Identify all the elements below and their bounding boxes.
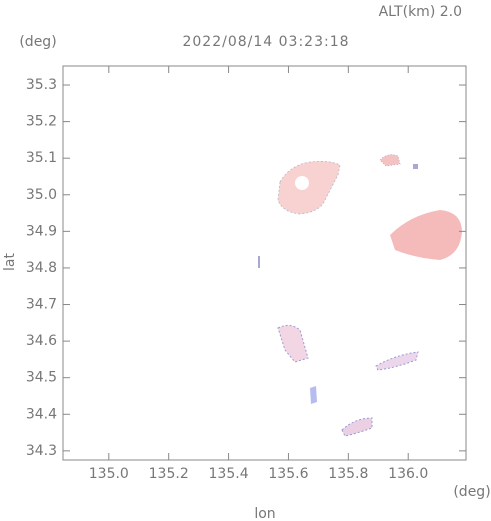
x-tick-label: 135.6 [268,466,308,482]
y-tick-label: 34.9 [26,223,57,239]
y-tick-label: 34.5 [26,370,57,386]
y-tick-label: 34.3 [26,443,57,459]
chart-subtitle: ALT(km) 2.0 [379,4,462,20]
x-tick-label: 135.0 [89,466,129,482]
y-tick-label: 35.3 [26,77,57,93]
y-tick-label: 34.8 [26,260,57,276]
x-tick-label: 135.8 [328,466,368,482]
x-unit: (deg) [453,484,490,500]
x-axis-label: lon [254,506,275,521]
chart-title: 2022/08/14 03:23:18 [182,34,349,50]
x-tick-label: 136.0 [388,466,428,482]
y-tick-label: 35.1 [26,150,57,166]
y-tick-label: 35.0 [26,187,57,203]
x-tick-label: 135.2 [149,466,189,482]
y-tick-label: 34.6 [26,333,57,349]
y-axis-label: lat [2,253,18,271]
y-unit: (deg) [19,34,56,50]
y-tick-label: 35.2 [26,114,57,130]
x-tick-label: 135.4 [209,466,249,482]
plot-frame [62,65,467,461]
radar-echoes [258,154,462,437]
y-tick-label: 34.4 [26,406,57,422]
y-tick-label: 34.7 [26,297,57,313]
